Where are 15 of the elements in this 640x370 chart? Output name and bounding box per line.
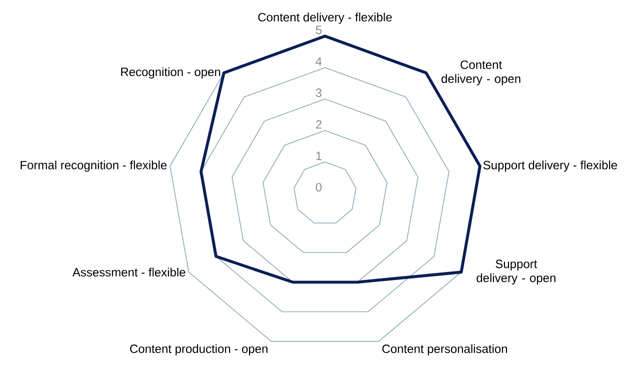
- spoke-label: Content delivery - flexible: [258, 12, 392, 24]
- spoke-label: Support delivery - flexible: [483, 160, 618, 172]
- y-tick-label: 4: [316, 57, 322, 66]
- spoke-label: Assessment - flexible: [72, 268, 186, 277]
- spoke-label: Content production - open: [130, 344, 268, 356]
- y-tick-label: 2: [316, 120, 322, 129]
- y-tick-label: 0: [316, 182, 322, 192]
- y-tick-label: 5: [316, 26, 322, 34]
- y-tick-label: 3: [316, 88, 322, 98]
- spoke-label: Support delivery - open: [476, 260, 556, 285]
- spoke-label: Content delivery - open: [442, 60, 520, 86]
- y-tick-label: 1: [316, 152, 322, 160]
- spoke-label: Recognition - open: [121, 67, 220, 79]
- spoke-label: Formal recognition - flexible: [20, 160, 167, 172]
- spoke-label: Content personalisation: [382, 344, 508, 356]
